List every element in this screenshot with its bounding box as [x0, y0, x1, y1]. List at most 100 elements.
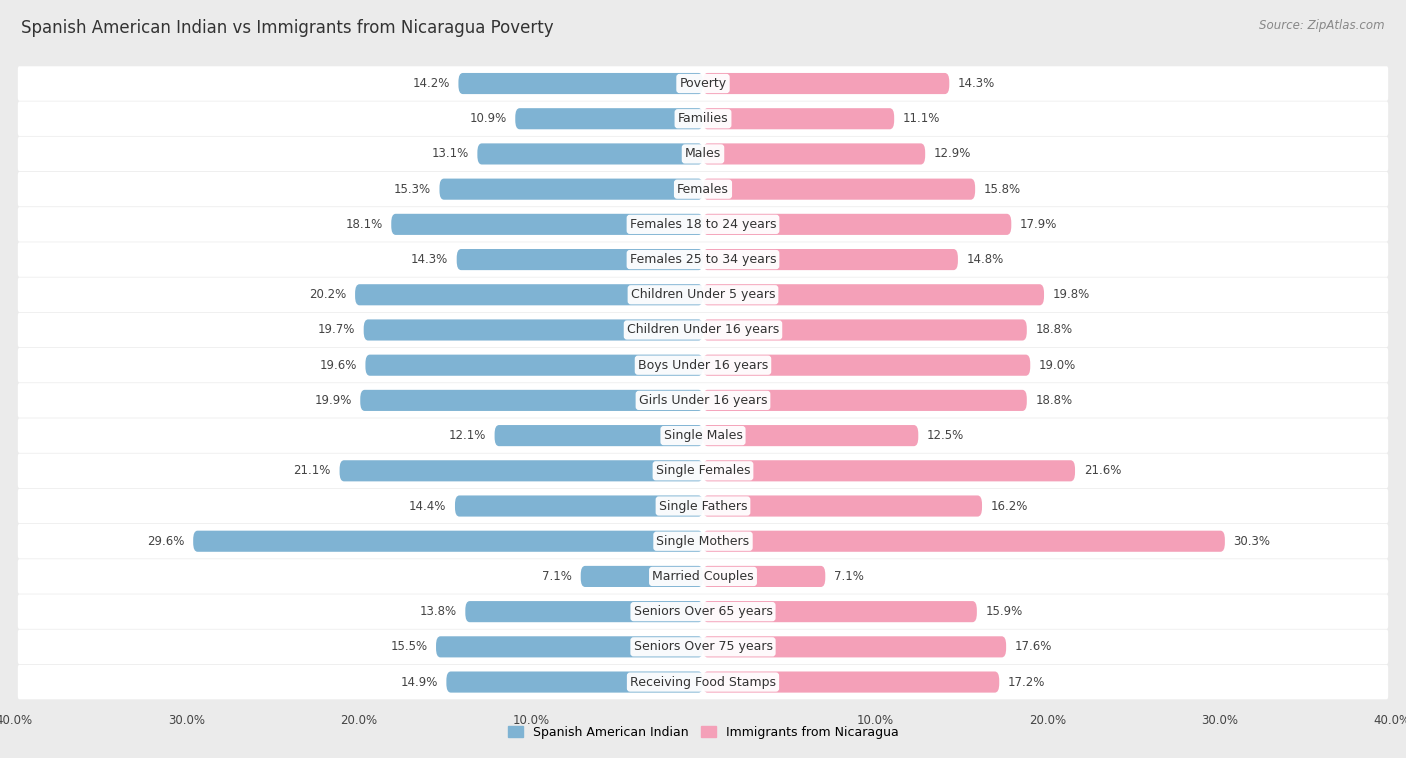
FancyBboxPatch shape: [18, 66, 1388, 101]
FancyBboxPatch shape: [391, 214, 703, 235]
Text: Seniors Over 65 years: Seniors Over 65 years: [634, 605, 772, 618]
Text: Source: ZipAtlas.com: Source: ZipAtlas.com: [1260, 19, 1385, 32]
FancyBboxPatch shape: [703, 179, 976, 199]
FancyBboxPatch shape: [458, 73, 703, 94]
Text: 19.8%: 19.8%: [1053, 288, 1090, 301]
FancyBboxPatch shape: [18, 489, 1388, 523]
Text: 7.1%: 7.1%: [834, 570, 863, 583]
FancyBboxPatch shape: [18, 383, 1388, 418]
FancyBboxPatch shape: [703, 566, 825, 587]
Text: 14.8%: 14.8%: [966, 253, 1004, 266]
FancyBboxPatch shape: [703, 425, 918, 446]
Text: 17.2%: 17.2%: [1008, 675, 1045, 688]
Text: 12.5%: 12.5%: [927, 429, 965, 442]
FancyBboxPatch shape: [457, 249, 703, 270]
Text: 21.1%: 21.1%: [294, 465, 330, 478]
FancyBboxPatch shape: [703, 672, 1000, 693]
FancyBboxPatch shape: [703, 143, 925, 164]
FancyBboxPatch shape: [478, 143, 703, 164]
Text: 19.0%: 19.0%: [1039, 359, 1076, 371]
FancyBboxPatch shape: [446, 672, 703, 693]
FancyBboxPatch shape: [703, 390, 1026, 411]
FancyBboxPatch shape: [18, 277, 1388, 312]
FancyBboxPatch shape: [366, 355, 703, 376]
Text: 16.2%: 16.2%: [991, 500, 1028, 512]
FancyBboxPatch shape: [703, 249, 957, 270]
FancyBboxPatch shape: [18, 559, 1388, 594]
Text: 14.4%: 14.4%: [409, 500, 446, 512]
FancyBboxPatch shape: [436, 636, 703, 657]
Text: Single Mothers: Single Mothers: [657, 534, 749, 548]
FancyBboxPatch shape: [703, 284, 1045, 305]
FancyBboxPatch shape: [193, 531, 703, 552]
Text: Receiving Food Stamps: Receiving Food Stamps: [630, 675, 776, 688]
FancyBboxPatch shape: [465, 601, 703, 622]
Text: 18.8%: 18.8%: [1035, 324, 1073, 337]
Text: Single Males: Single Males: [664, 429, 742, 442]
Text: 10.9%: 10.9%: [470, 112, 506, 125]
Text: 19.9%: 19.9%: [315, 394, 352, 407]
Text: Girls Under 16 years: Girls Under 16 years: [638, 394, 768, 407]
FancyBboxPatch shape: [703, 636, 1007, 657]
FancyBboxPatch shape: [18, 630, 1388, 664]
FancyBboxPatch shape: [18, 313, 1388, 347]
Text: Poverty: Poverty: [679, 77, 727, 90]
FancyBboxPatch shape: [440, 179, 703, 199]
Text: Boys Under 16 years: Boys Under 16 years: [638, 359, 768, 371]
FancyBboxPatch shape: [18, 102, 1388, 136]
FancyBboxPatch shape: [515, 108, 703, 130]
Text: 15.9%: 15.9%: [986, 605, 1022, 618]
Text: 14.2%: 14.2%: [412, 77, 450, 90]
FancyBboxPatch shape: [703, 460, 1076, 481]
Text: 14.3%: 14.3%: [957, 77, 995, 90]
Text: Females: Females: [678, 183, 728, 196]
FancyBboxPatch shape: [703, 108, 894, 130]
Text: 29.6%: 29.6%: [148, 534, 184, 548]
FancyBboxPatch shape: [18, 665, 1388, 700]
FancyBboxPatch shape: [703, 531, 1225, 552]
FancyBboxPatch shape: [703, 214, 1011, 235]
FancyBboxPatch shape: [703, 601, 977, 622]
Text: Females 18 to 24 years: Females 18 to 24 years: [630, 218, 776, 231]
FancyBboxPatch shape: [18, 524, 1388, 559]
FancyBboxPatch shape: [18, 172, 1388, 206]
Legend: Spanish American Indian, Immigrants from Nicaragua: Spanish American Indian, Immigrants from…: [502, 721, 904, 744]
FancyBboxPatch shape: [18, 136, 1388, 171]
FancyBboxPatch shape: [18, 348, 1388, 383]
Text: 13.8%: 13.8%: [419, 605, 457, 618]
FancyBboxPatch shape: [364, 319, 703, 340]
Text: 15.5%: 15.5%: [391, 641, 427, 653]
Text: 19.7%: 19.7%: [318, 324, 356, 337]
FancyBboxPatch shape: [356, 284, 703, 305]
FancyBboxPatch shape: [18, 418, 1388, 453]
Text: 21.6%: 21.6%: [1084, 465, 1121, 478]
FancyBboxPatch shape: [18, 453, 1388, 488]
Text: 30.3%: 30.3%: [1233, 534, 1271, 548]
Text: 12.1%: 12.1%: [449, 429, 486, 442]
Text: 14.9%: 14.9%: [401, 675, 437, 688]
Text: 18.8%: 18.8%: [1035, 394, 1073, 407]
Text: 18.1%: 18.1%: [346, 218, 382, 231]
Text: 20.2%: 20.2%: [309, 288, 346, 301]
FancyBboxPatch shape: [340, 460, 703, 481]
FancyBboxPatch shape: [495, 425, 703, 446]
Text: 17.9%: 17.9%: [1019, 218, 1057, 231]
Text: 14.3%: 14.3%: [411, 253, 449, 266]
Text: Females 25 to 34 years: Females 25 to 34 years: [630, 253, 776, 266]
FancyBboxPatch shape: [703, 73, 949, 94]
Text: Married Couples: Married Couples: [652, 570, 754, 583]
Text: 12.9%: 12.9%: [934, 148, 972, 161]
FancyBboxPatch shape: [18, 594, 1388, 629]
Text: Single Females: Single Females: [655, 465, 751, 478]
FancyBboxPatch shape: [360, 390, 703, 411]
Text: 7.1%: 7.1%: [543, 570, 572, 583]
Text: 15.8%: 15.8%: [984, 183, 1021, 196]
FancyBboxPatch shape: [18, 243, 1388, 277]
Text: 11.1%: 11.1%: [903, 112, 941, 125]
Text: 13.1%: 13.1%: [432, 148, 468, 161]
Text: Males: Males: [685, 148, 721, 161]
Text: Children Under 5 years: Children Under 5 years: [631, 288, 775, 301]
Text: Single Fathers: Single Fathers: [659, 500, 747, 512]
FancyBboxPatch shape: [18, 207, 1388, 242]
Text: 15.3%: 15.3%: [394, 183, 430, 196]
